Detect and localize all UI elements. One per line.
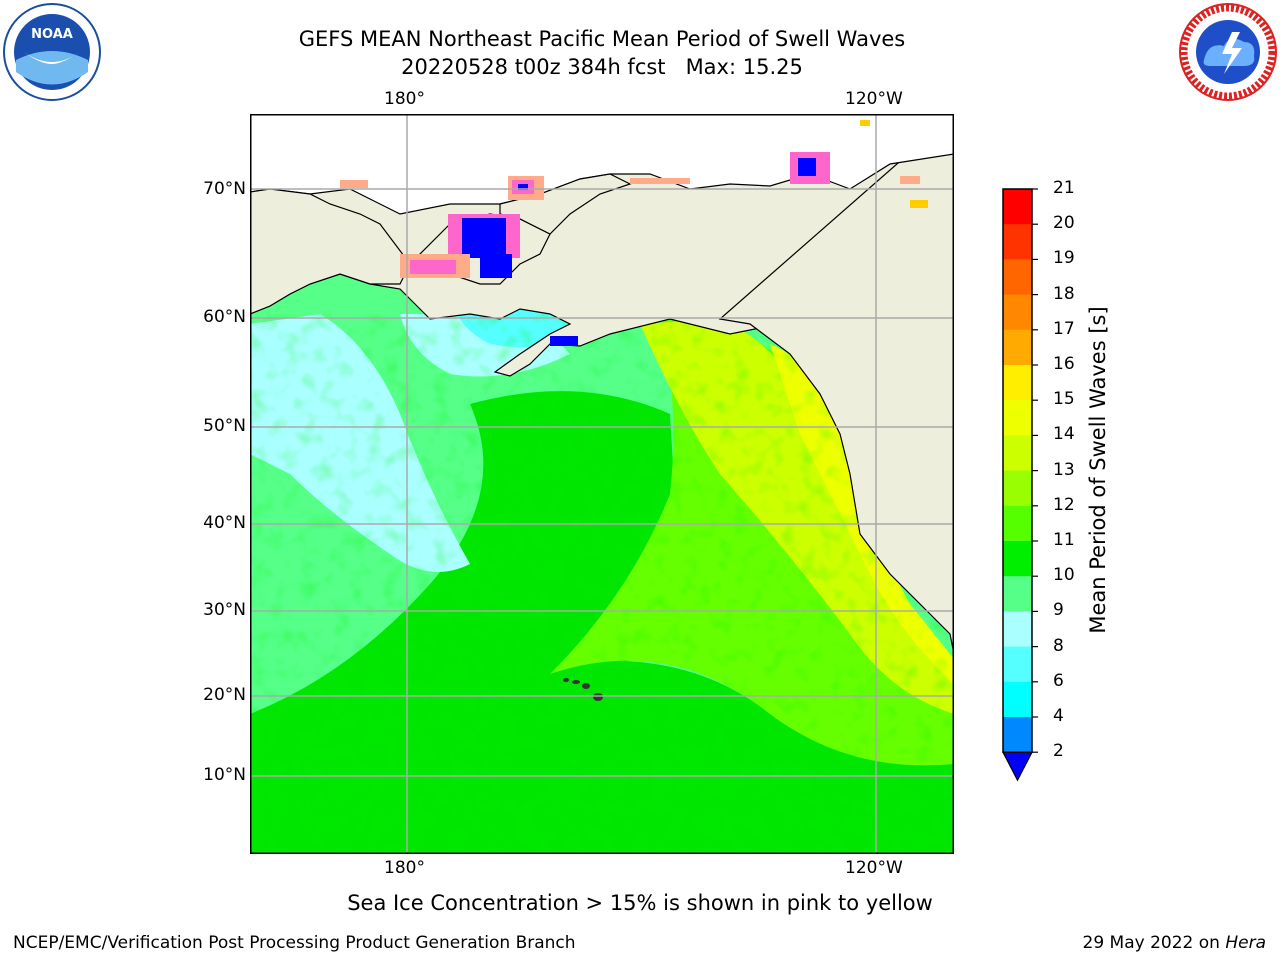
map-border (250, 114, 954, 854)
land-north-america (718, 114, 954, 655)
lon-label-top-120w: 120°W (845, 89, 903, 109)
credit-date: 29 May 2022 on (1082, 933, 1226, 953)
colorbar-segment (1003, 329, 1032, 366)
nws-logo (1178, 2, 1278, 102)
colorbar-segment (1003, 717, 1032, 753)
lat-label-50n: 50°N (203, 416, 246, 436)
colorbar-tick-label: 15 (1053, 389, 1075, 410)
colorbar-segment (1003, 576, 1032, 612)
colorbar-segment (1003, 365, 1032, 401)
colorbar-segment (1003, 400, 1032, 436)
colorbar (1000, 186, 1040, 786)
colorbar-tick-label: 9 (1053, 600, 1064, 621)
colorbar-segment (1003, 681, 1032, 718)
lat-label-30n: 30°N (203, 600, 246, 620)
colorbar-tick-label: 12 (1053, 494, 1075, 515)
colorbar-segment (1003, 470, 1032, 507)
colorbar-segment (1003, 259, 1032, 296)
hawaii-islands (563, 678, 603, 701)
colorbar-tick-label: 11 (1053, 530, 1075, 550)
colorbar-segment (1003, 611, 1032, 648)
lat-label-40n: 40°N (203, 513, 246, 533)
lon-label-top-180: 180° (384, 89, 425, 109)
colorbar-tick-label: 10 (1053, 565, 1075, 586)
lat-label-60n: 60°N (203, 307, 246, 327)
credit-left: NCEP/EMC/Verification Post Processing Pr… (13, 933, 576, 953)
colorbar-tick-label: 18 (1053, 283, 1075, 304)
colorbar-tick-label: 4 (1053, 706, 1064, 726)
map-panel (250, 114, 954, 854)
chart-subtitle: 20220528 t00z 384h fcst Max: 15.25 (401, 55, 803, 79)
colorbar-tick-label: 8 (1053, 635, 1064, 656)
colorbar-tick-label: 14 (1053, 424, 1075, 445)
colorbar-extend-triangle (1002, 751, 1033, 782)
chart-title: GEFS MEAN Northeast Pacific Mean Period … (298, 27, 906, 51)
colorbar-segment (1003, 505, 1032, 542)
colorbar-tick-label: 20 (1053, 213, 1075, 234)
sea-ice-area (340, 120, 928, 346)
noaa-logo: NOAA (2, 2, 102, 102)
colorbar-tick-label: 17 (1053, 318, 1075, 339)
lat-label-10n: 10°N (203, 765, 246, 785)
map-gridlines (250, 114, 954, 854)
colorbar-tick-label: 2 (1053, 741, 1064, 762)
colorbar-tick-label: 19 (1053, 248, 1075, 269)
colorbar-segment (1003, 646, 1032, 683)
colorbar-svg (1002, 188, 1038, 782)
colorbar-tick-label: 13 (1053, 459, 1075, 480)
colorbar-segment (1003, 224, 1032, 260)
colorbar-tick-label: 6 (1053, 670, 1064, 691)
colorbar-tick-label: 16 (1053, 354, 1075, 374)
lat-label-20n: 20°N (203, 685, 246, 705)
sea-ice-footnote: Sea Ice Concentration > 15% is shown in … (347, 891, 933, 915)
colorbar-segment (1003, 294, 1032, 331)
lat-label-70n: 70°N (203, 179, 246, 199)
credit-right: 29 May 2022 on Hera (1083, 933, 1267, 953)
colorbar-segment (1003, 541, 1032, 577)
colorbar-label: Mean Period of Swell Waves [s] (1086, 306, 1110, 634)
colorbar-segment (1003, 189, 1032, 225)
map-svg (250, 114, 954, 854)
colorbar-tick-label: 21 (1053, 178, 1075, 198)
credit-host: Hera (1225, 933, 1266, 953)
lon-label-bottom-180: 180° (384, 858, 425, 878)
noaa-logo-text: NOAA (31, 27, 73, 42)
lon-label-bottom-120w: 120°W (845, 858, 903, 878)
colorbar-segment (1003, 435, 1032, 472)
